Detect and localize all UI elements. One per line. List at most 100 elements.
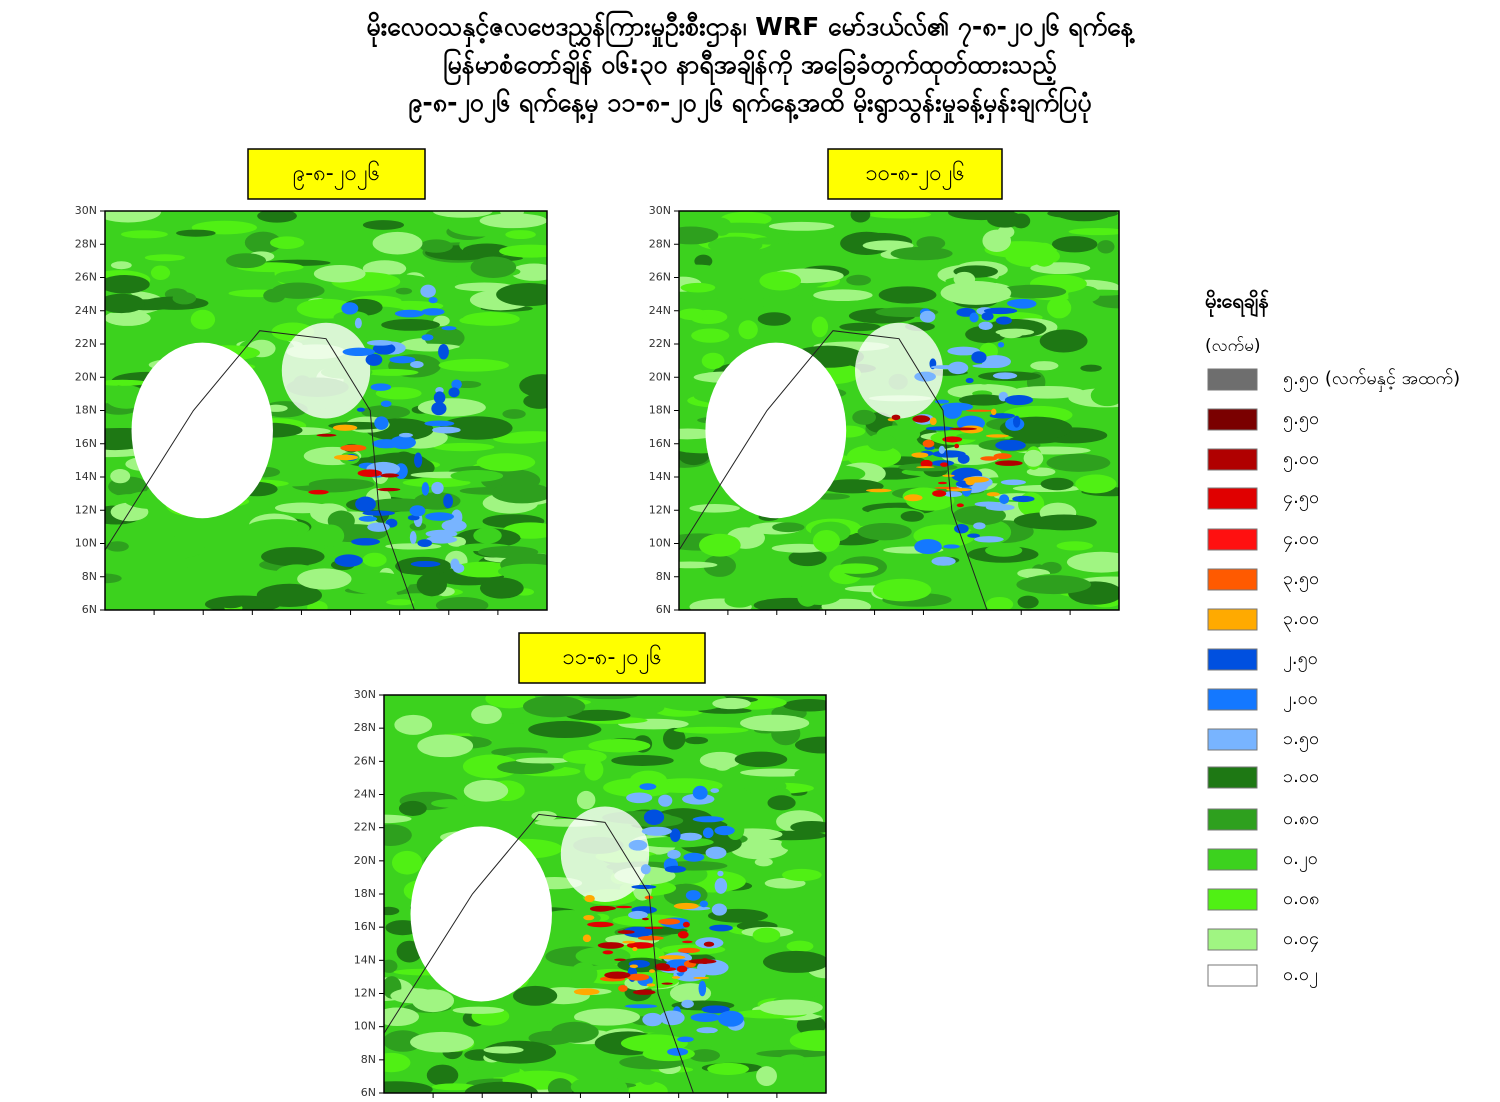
rain-patch [795, 736, 826, 754]
rain-patch [385, 543, 442, 550]
legend-swatch [1207, 964, 1258, 987]
rain-patch [641, 826, 672, 836]
rain-patch [757, 312, 791, 326]
rain-patch [746, 888, 772, 902]
dry-area [410, 826, 552, 1002]
rain-patch [1039, 329, 1088, 353]
rain-patch [777, 1054, 807, 1068]
rain-patch [168, 533, 205, 558]
rain-patch [654, 963, 671, 971]
rain-patch [640, 864, 651, 875]
rain-patch [925, 426, 955, 431]
legend-swatch [1207, 688, 1258, 711]
rain-patch [334, 554, 363, 567]
rain-patch [702, 827, 714, 839]
rain-patch [584, 895, 595, 903]
rain-patch [931, 556, 956, 566]
rain-patch [590, 905, 616, 911]
rain-patch [582, 934, 592, 943]
rain-patch [948, 211, 1015, 221]
rain-patch [953, 271, 976, 287]
rain-patch [631, 884, 657, 889]
legend-label: ၃.၀၀ [1283, 608, 1319, 632]
rain-patch [1010, 385, 1085, 399]
rain-patch [768, 221, 835, 231]
legend-swatch [1207, 368, 1258, 391]
rain-patch [263, 288, 286, 303]
rain-patch [421, 334, 434, 341]
rain-patch [782, 868, 822, 882]
rain-patch [863, 218, 917, 233]
rain-patch [965, 409, 994, 412]
rain-patch [676, 965, 688, 973]
rain-patch [244, 231, 282, 254]
rain-patch [900, 510, 924, 522]
rain-patch [364, 368, 419, 376]
legend-label: ၃.၅၀ [1283, 568, 1319, 592]
rain-patch [867, 433, 897, 452]
title-line: မိုးလေဝသနှင့်ဇလဗေဒညွှန်ကြားမှုဦးစီးဌာန၊ … [366, 11, 1135, 47]
rain-patch [698, 533, 741, 557]
rain-patch [502, 409, 526, 419]
rain-patch [701, 352, 725, 370]
dry-area [131, 342, 273, 519]
rain-patch [453, 561, 514, 578]
legend-swatch [1207, 928, 1258, 951]
rain-patch [965, 477, 976, 486]
rain-patch [644, 895, 654, 900]
rain-patch [317, 524, 345, 547]
rain-patch [749, 237, 796, 245]
rain-patch [483, 1046, 524, 1054]
rain-patch [1009, 435, 1062, 444]
rain-patch [257, 211, 297, 223]
rain-patch [431, 481, 444, 495]
rain-patch [473, 527, 502, 544]
legend-swatch [1207, 888, 1258, 911]
rain-patch [673, 902, 699, 910]
rain-patch [629, 964, 639, 969]
rain-patch [597, 942, 625, 949]
rain-patch [862, 240, 914, 251]
rain-patch [372, 231, 423, 255]
lat-label: 6N [82, 603, 97, 616]
rain-patch [386, 599, 415, 606]
rain-patch [679, 264, 719, 274]
lat-label: 16N [354, 920, 376, 933]
rain-patch [1012, 495, 1035, 503]
rain-patch [679, 561, 718, 569]
rain-patch [957, 454, 970, 464]
rain-patch [539, 909, 601, 927]
rain-patch [1056, 541, 1093, 551]
legend-label: ၀.၀၄ [1283, 928, 1319, 952]
rain-patch [433, 391, 446, 404]
rain-patch [105, 293, 145, 314]
lat-label: 10N [75, 537, 97, 550]
rain-patch [752, 927, 781, 943]
legend-label: ၄.၅၀ [1283, 487, 1319, 511]
rain-patch [105, 573, 122, 584]
rain-patch [261, 547, 325, 567]
legend-label: ၀.၂၀ [1283, 848, 1318, 872]
rain-patch [956, 503, 964, 508]
rain-patch [997, 341, 1005, 348]
rain-patch [850, 211, 871, 223]
rain-patch [398, 432, 413, 438]
rain-patch [1017, 595, 1039, 609]
rain-patch [642, 1012, 663, 1027]
legend-swatch [1207, 766, 1258, 789]
rain-patch [995, 439, 1026, 451]
legend-swatch [1207, 448, 1258, 471]
rain-patch [110, 469, 131, 484]
rain-patch [603, 777, 675, 798]
rain-patch [361, 405, 411, 420]
rain-patch [410, 560, 441, 568]
rain-patch [477, 546, 539, 558]
rain-patch [381, 318, 440, 331]
rain-patch [344, 572, 411, 595]
rain-patch [357, 469, 382, 477]
rain-patch [740, 768, 813, 777]
rain-patch [623, 926, 653, 938]
rain-patch [547, 1078, 573, 1093]
rain-patch [417, 398, 486, 417]
